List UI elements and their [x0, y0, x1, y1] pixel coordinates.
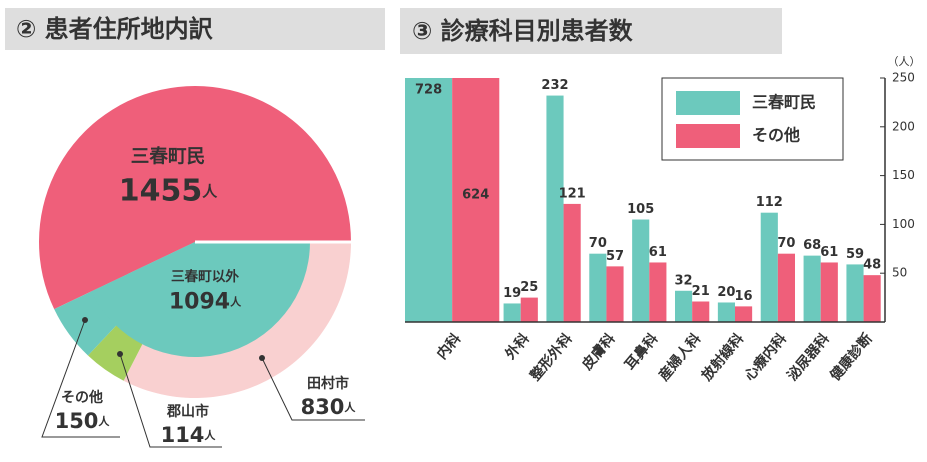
leader-dot [259, 355, 265, 361]
slice-label: その他 [61, 389, 103, 406]
x-tick-label: 皮膚科 [578, 330, 619, 374]
bar [820, 262, 838, 322]
x-tick-label: 心療内科 [741, 330, 790, 384]
bar [632, 219, 650, 322]
data-label: 19 [503, 286, 521, 301]
slice-label: 三春町民 [131, 146, 205, 168]
x-tick-label: 整形外科 [526, 330, 576, 385]
unit: 人 [98, 414, 110, 428]
slice-value: 1094人 [169, 289, 242, 314]
bar [649, 262, 667, 322]
data-label: 70 [777, 236, 795, 251]
y-axis-label: （人） [888, 55, 921, 68]
value: 1094 [169, 289, 230, 314]
legend-label: 三春町民 [752, 93, 816, 112]
data-label: 624 [462, 188, 489, 203]
title-bar [400, 8, 782, 54]
pie-slice [39, 85, 351, 310]
y-tick-label: 150 [892, 168, 915, 182]
x-tick-label: 内科 [433, 330, 464, 362]
bar [520, 297, 538, 322]
data-label: 105 [627, 202, 654, 217]
plot [405, 78, 881, 323]
slice-value: 830人 [301, 395, 357, 419]
x-tick-label: 外科 [502, 330, 533, 362]
data-label: 61 [649, 245, 667, 260]
bar [589, 253, 607, 322]
x-tick-label: 産婦人科 [655, 330, 704, 384]
bar [405, 78, 453, 322]
bar [546, 95, 564, 323]
y-tick-label: 250 [892, 71, 915, 85]
unit: 人 [204, 428, 216, 442]
y-tick-label: 100 [892, 217, 915, 231]
bar [760, 212, 778, 322]
unit: 人 [230, 294, 242, 308]
data-label: 70 [589, 236, 607, 251]
pie-title: ② 患者住所地内訳 [16, 15, 214, 43]
data-label: 21 [692, 284, 710, 299]
bar [717, 302, 735, 322]
slice-label: 郡山市 [166, 403, 209, 420]
value: 150 [55, 409, 99, 433]
data-label: 57 [606, 249, 624, 264]
unit: 人 [344, 400, 356, 414]
bar [606, 266, 624, 322]
data-label: 16 [735, 289, 753, 304]
bar [863, 275, 881, 322]
bar [735, 306, 753, 322]
data-label: 48 [863, 258, 881, 273]
bar [692, 301, 710, 322]
pie-slice [91, 242, 311, 357]
data-label: 232 [541, 78, 568, 93]
data-label: 121 [559, 186, 586, 201]
bar [452, 78, 500, 322]
y-tick-label: 200 [892, 119, 915, 133]
data-label: 728 [415, 83, 442, 98]
bar [803, 255, 821, 322]
bar [777, 253, 795, 322]
x-tick-label: 健康診断 [827, 330, 876, 384]
slice-label: 田村市 [307, 375, 349, 392]
leader-line [119, 353, 222, 448]
leader-dot [117, 351, 123, 357]
slice-value: 114人 [161, 423, 217, 447]
y-tick-label: 50 [892, 266, 907, 280]
unit: 人 [202, 182, 218, 200]
value: 1455 [119, 173, 203, 208]
leader-line [261, 357, 365, 421]
slice-value: 150人 [55, 409, 111, 433]
value: 830 [301, 395, 345, 419]
data-label: 32 [675, 273, 693, 288]
data-label: 59 [846, 247, 864, 262]
legend-swatch [676, 91, 740, 115]
data-label: 61 [820, 245, 838, 260]
legend-swatch [676, 124, 740, 148]
x-tick-label: 耳鼻科 [621, 330, 661, 373]
bar [503, 303, 521, 322]
bar [675, 290, 693, 322]
x-tick-label: 放射線科 [697, 330, 747, 385]
data-label: 68 [803, 238, 821, 253]
value: 114 [161, 423, 205, 447]
bar-title: ③ 診療科目別患者数 [412, 17, 634, 45]
x-tick-label: 泌尿器科 [784, 330, 833, 384]
data-label: 112 [756, 195, 783, 210]
slice-value: 1455人 [119, 173, 219, 208]
bar [846, 264, 864, 322]
legend-label: その他 [752, 126, 800, 145]
bar [563, 203, 581, 322]
title-bar [5, 8, 385, 50]
data-label: 20 [717, 285, 735, 300]
data-label: 25 [520, 280, 538, 295]
slice-label: 三春町以外 [171, 268, 239, 285]
leader-line [41, 319, 120, 438]
leader-dot [82, 317, 88, 323]
